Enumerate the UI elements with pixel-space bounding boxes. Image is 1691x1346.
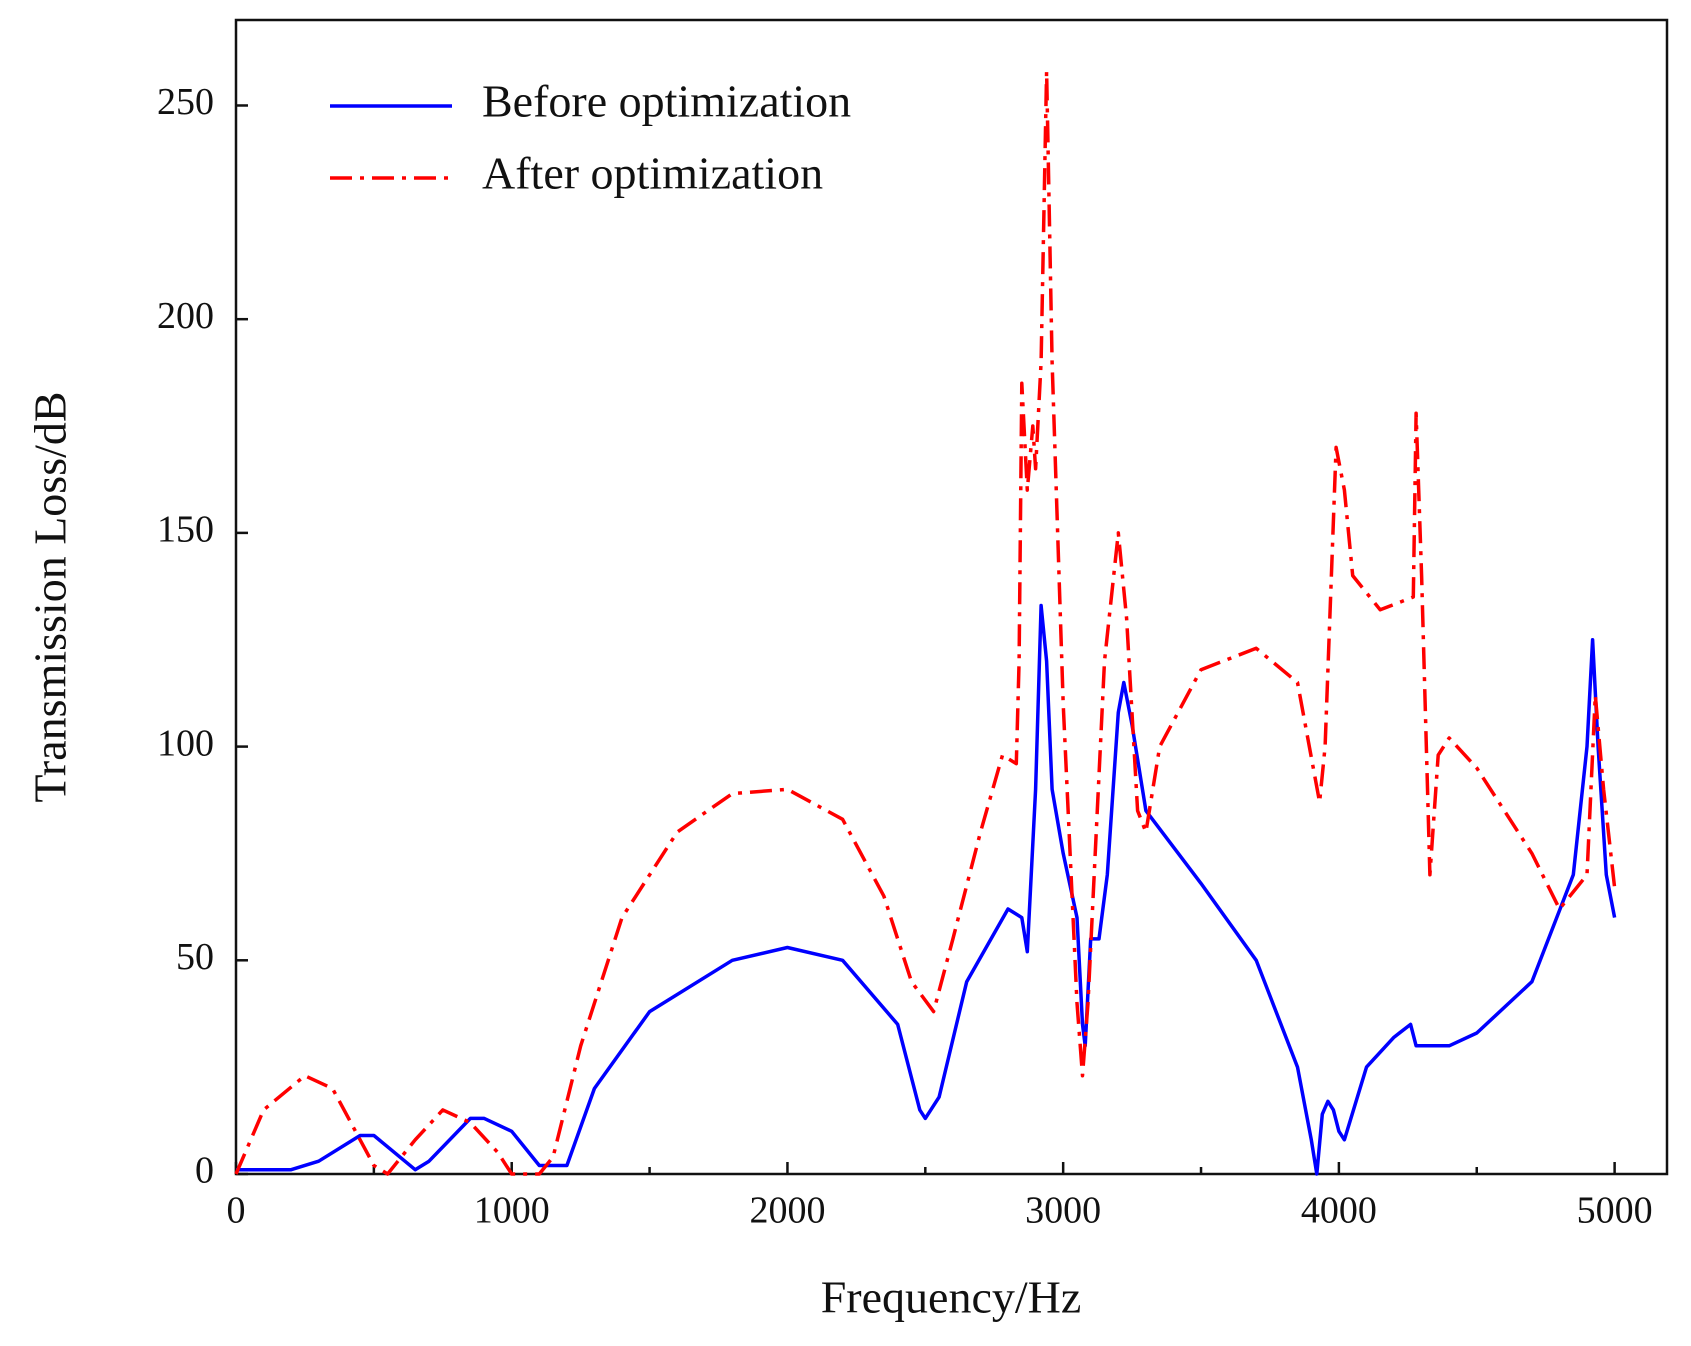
x-tick-label: 5000 [1577,1190,1653,1232]
y-tick-label: 50 [176,936,214,978]
y-axis-label: Transmission Loss/dB [25,391,76,802]
y-tick-label: 150 [157,509,214,551]
x-axis-label: Frequency/Hz [821,1272,1082,1323]
plot-frame [234,18,1669,1176]
x-tick-label: 0 [227,1190,246,1232]
series-line [234,69,1617,1176]
x-tick-label: 4000 [1301,1190,1377,1232]
legend-label: Before optimization [482,76,851,127]
y-tick-label: 0 [195,1150,214,1192]
x-tick-label: 1000 [474,1190,550,1232]
y-tick-label: 250 [157,81,214,123]
y-tick-label: 200 [157,295,214,337]
legend-label: After optimization [482,148,823,199]
x-tick-label: 3000 [1025,1190,1101,1232]
y-tick-label: 100 [157,722,214,764]
x-tick-label: 2000 [749,1190,825,1232]
series-line [236,603,1617,1176]
